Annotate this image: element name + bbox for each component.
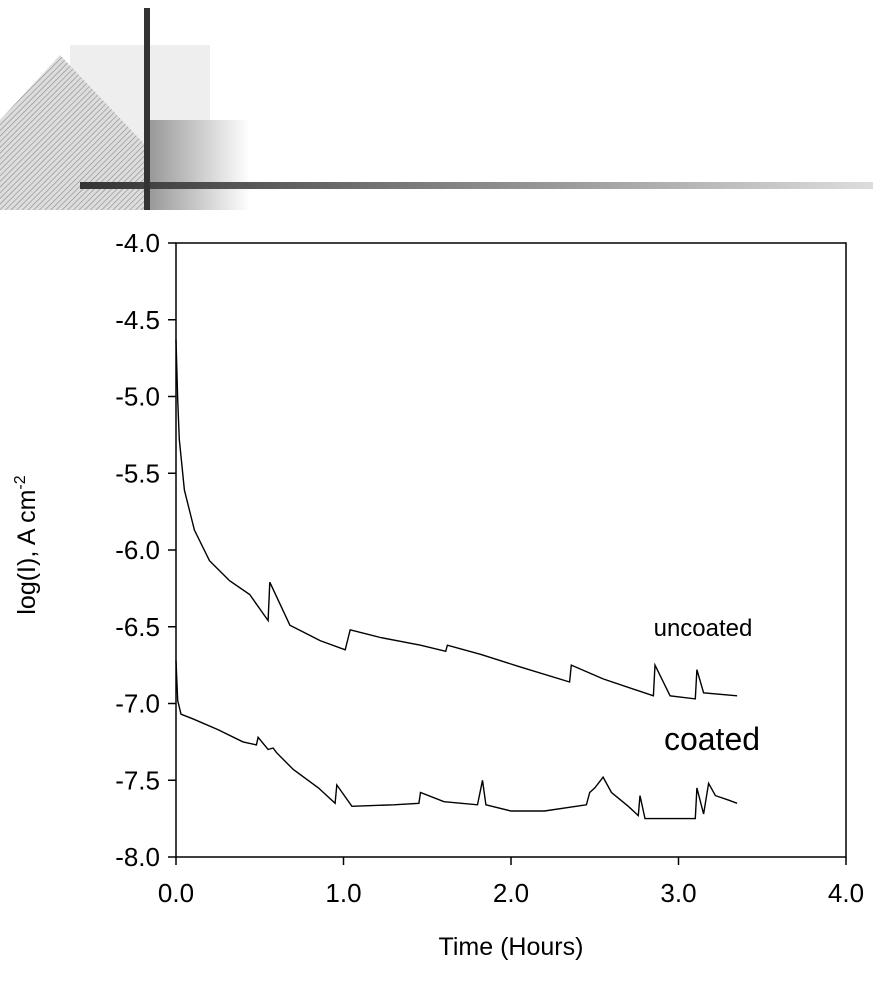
decoration: [0, 8, 873, 210]
series-label: uncoated: [654, 615, 753, 642]
plot-frame: [175, 242, 847, 858]
x-tick-label: 1.0: [325, 878, 361, 908]
series-line: [175, 660, 738, 820]
y-tick-label: -6.5: [115, 612, 160, 642]
y-tick-label: -8.0: [115, 842, 160, 872]
y-tick-label: -4.5: [115, 305, 160, 335]
y-tick-label: -7.5: [115, 765, 160, 795]
x-tick-label: 3.0: [660, 878, 696, 908]
y-tick-label: -4.0: [115, 228, 160, 258]
y-tick-label: -7.0: [115, 689, 160, 719]
y-axis-title: log(I), A cm-2: [12, 475, 41, 614]
y-tick-label: -6.0: [115, 535, 160, 565]
series-line: [175, 339, 738, 700]
y-axis-title-superscript: -2: [12, 475, 29, 489]
x-tick-label: 2.0: [493, 878, 529, 908]
y-tick-label: -5.0: [115, 382, 160, 412]
x-tick-label: 0.0: [158, 878, 194, 908]
x-tick-label: 4.0: [828, 878, 864, 908]
y-tick-label: -5.5: [115, 458, 160, 488]
y-axis-title-text: log(I), A cm: [13, 490, 41, 615]
series-label: coated: [664, 721, 760, 757]
x-axis-title: Time (Hours): [439, 933, 584, 961]
